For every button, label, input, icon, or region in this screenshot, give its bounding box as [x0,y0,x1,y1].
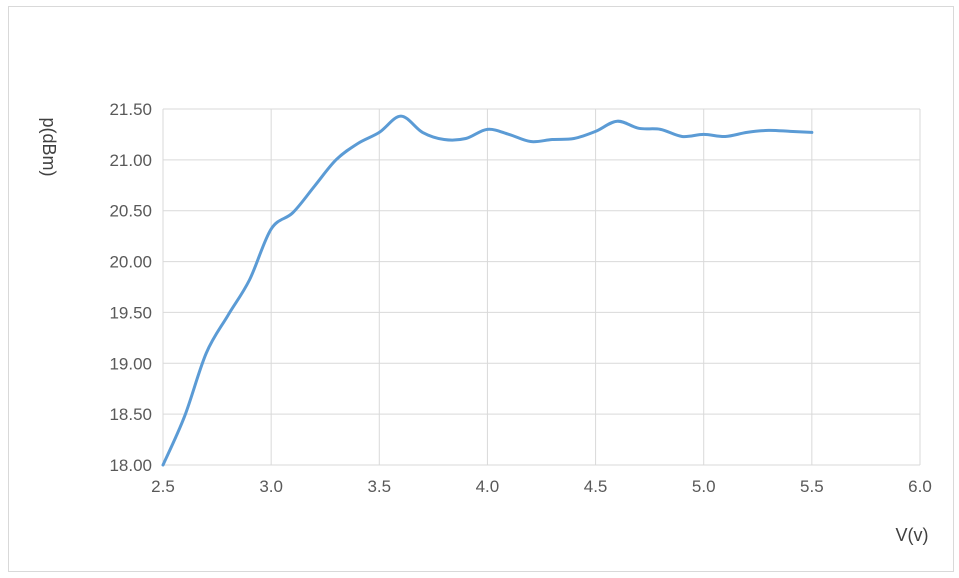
x-tick-label: 5.0 [692,477,716,496]
data-point [789,130,791,132]
data-point [465,137,467,139]
data-point [573,137,575,139]
data-point [746,131,748,133]
y-tick-label: 21.50 [109,100,152,119]
y-tick-label: 18.50 [109,405,152,424]
data-point [724,135,726,137]
series-layer [161,114,814,467]
data-point [270,228,272,230]
data-point [616,120,618,122]
data-point [529,140,531,142]
y-tick-label: 20.50 [109,202,152,221]
data-point [313,185,315,187]
y-axis-title: p(dBm) [39,117,59,176]
y-tick-label: 20.00 [109,253,152,272]
x-tick-label: 4.0 [476,477,500,496]
data-point [292,212,294,214]
data-point [594,130,596,132]
x-tick-label: 5.5 [800,477,824,496]
data-point [227,314,229,316]
x-tick-label: 2.5 [151,477,175,496]
data-point [767,129,769,131]
data-point [681,135,683,137]
line-chart: 2.5 3.0 3.5 4.0 4.5 5.0 5.5 6.0 18.00 18.50 19.00… [39,100,932,545]
x-axis-title: V(v) [896,525,929,545]
data-point [703,133,705,135]
x-tick-label: 3.0 [259,477,283,496]
chart-area: 2.5 3.0 3.5 4.0 4.5 5.0 5.5 6.0 18.00 18.50 19.00… [8,6,954,572]
x-axis-ticks: 2.5 3.0 3.5 4.0 4.5 5.0 5.5 6.0 [151,477,932,496]
data-point [183,415,185,417]
x-tick-label: 6.0 [908,477,932,496]
y-tick-label: 18.00 [109,456,152,475]
data-point [551,138,553,140]
data-point [508,133,510,135]
data-point [421,131,423,133]
data-point [638,127,640,129]
y-tick-label: 19.50 [109,303,152,322]
y-tick-label: 21.00 [109,151,152,170]
y-axis-ticks: 18.00 18.50 19.00 19.50 20.00 20.50 21.00 21.50 [109,100,152,475]
y-tick-label: 19.00 [109,354,152,373]
data-point [486,128,488,130]
data-point [162,464,164,466]
data-point [335,159,337,161]
data-point [400,115,402,117]
data-point [443,138,445,140]
data-point [659,128,661,130]
data-point [811,131,813,133]
data-point [378,131,380,133]
series-line [161,114,814,467]
x-tick-label: 4.5 [584,477,608,496]
gridlines [162,108,921,466]
data-point [356,142,358,144]
x-tick-label: 3.5 [367,477,391,496]
data-point [248,279,250,281]
data-point [205,352,207,354]
